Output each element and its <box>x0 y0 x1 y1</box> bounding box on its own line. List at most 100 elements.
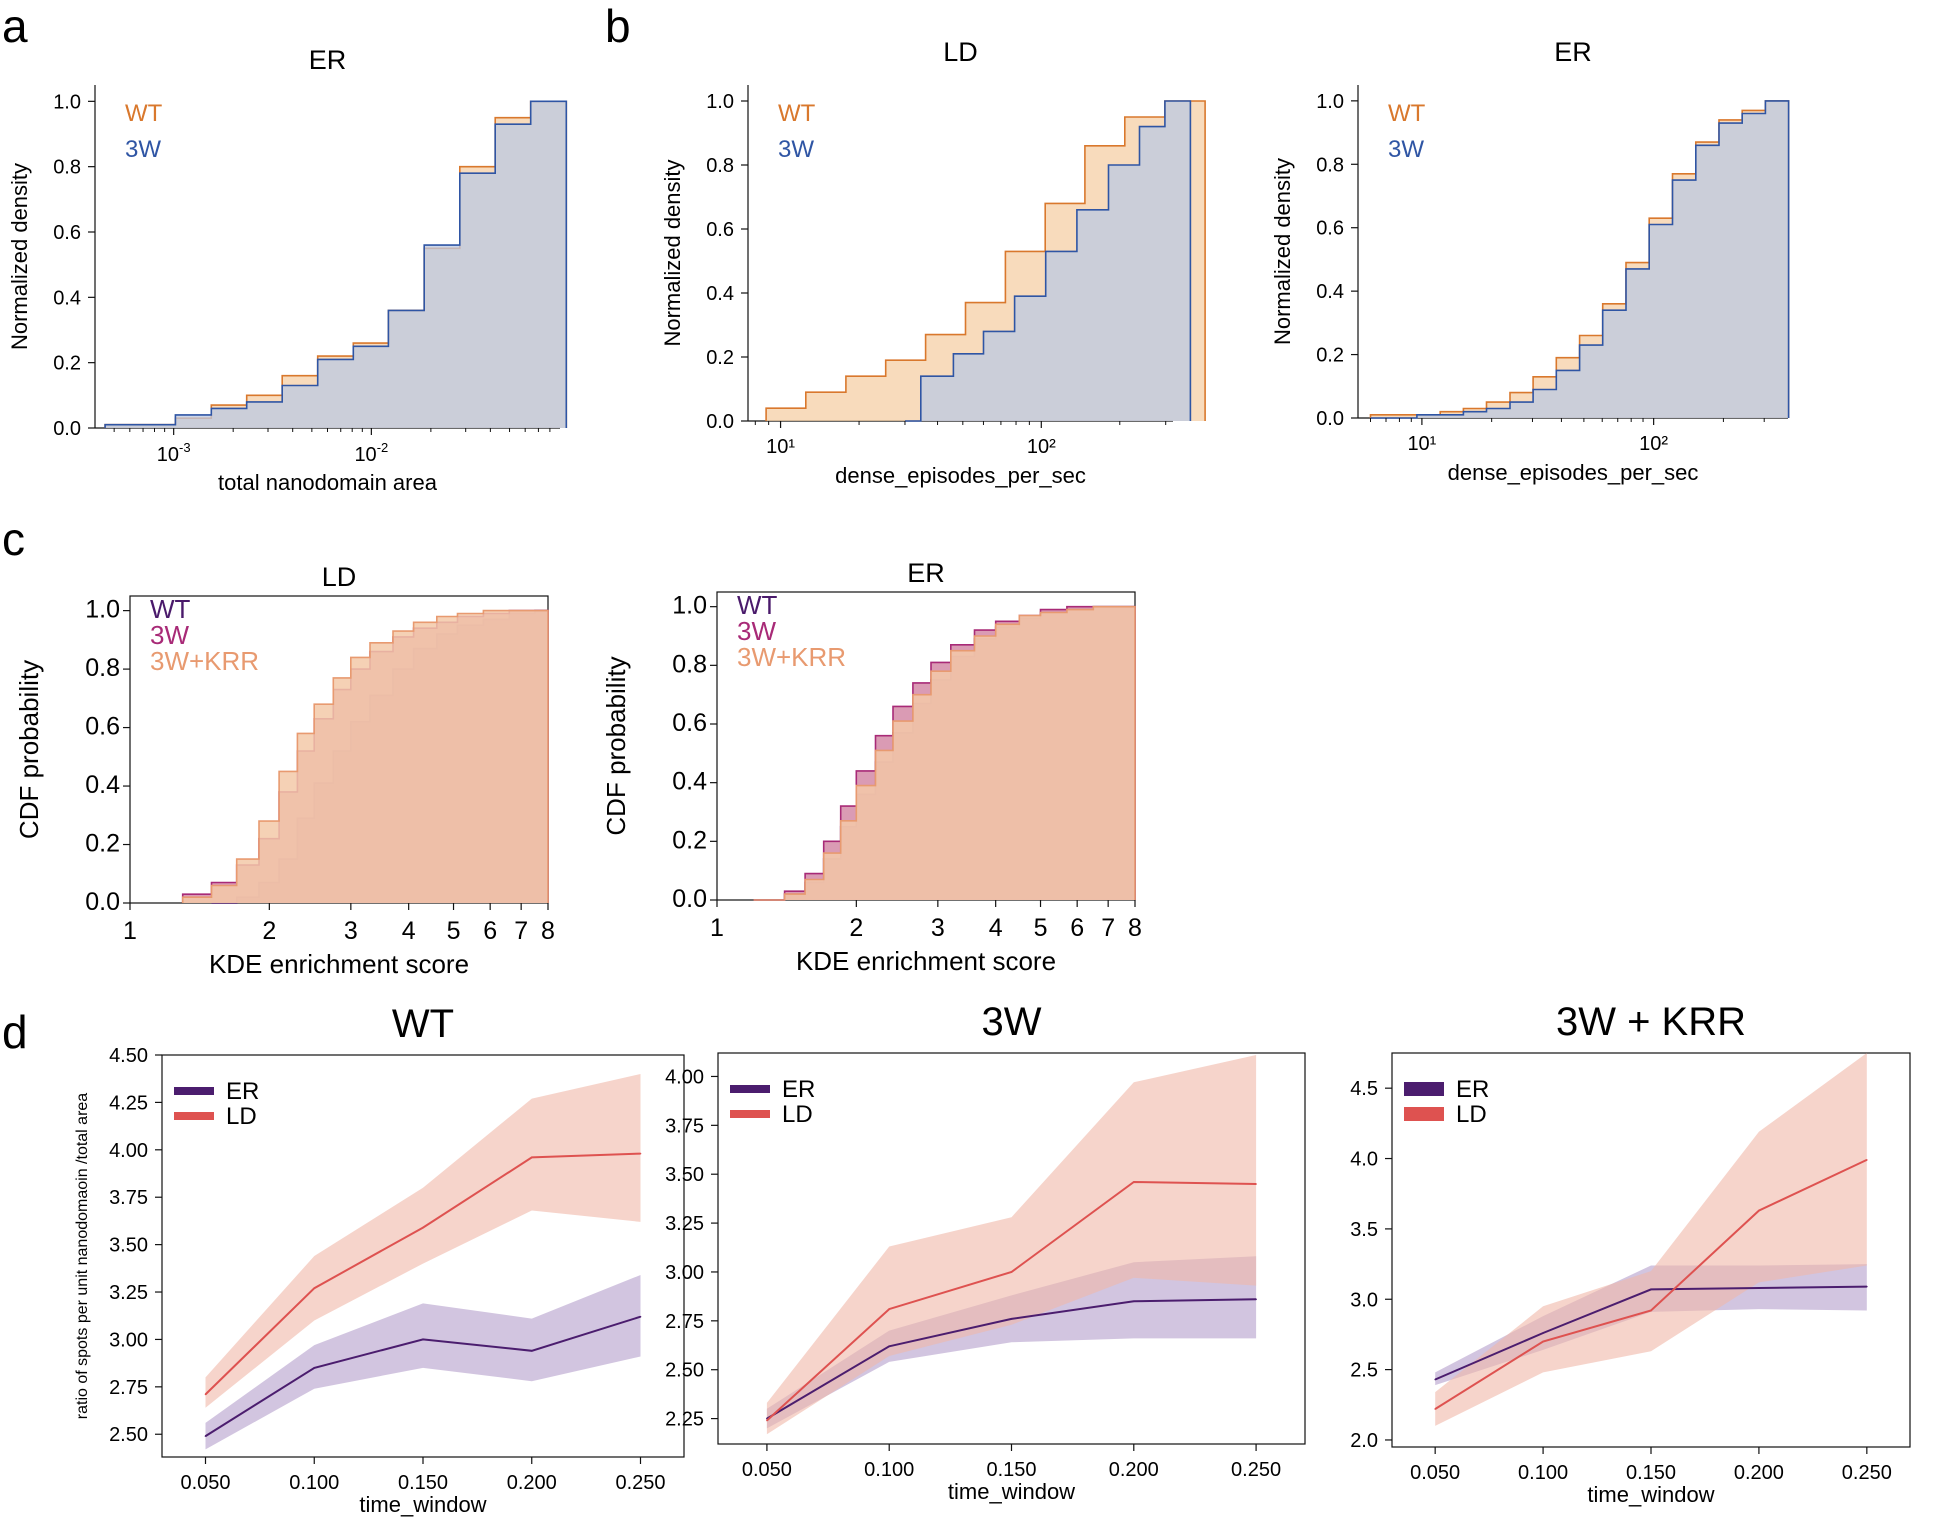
data-point-LD <box>531 1156 533 1159</box>
chart-title: ER <box>1554 37 1592 67</box>
chart-c-right: 1 2 3 4 5 6 7 8 0.0 0.2 0.4 0.6 0.8 1.0 ER KDE enrichme… <box>601 558 1142 976</box>
chart-title: WT <box>392 1002 454 1046</box>
data-point-LD <box>1542 1340 1544 1343</box>
data-point-ER <box>1542 1332 1544 1334</box>
y-tick-label: 0.6 <box>85 713 120 741</box>
y-tick-label: 0.0 <box>85 888 120 916</box>
confidence-band-LD <box>766 1055 1257 1435</box>
x-tick-label: 10¹ <box>766 436 795 458</box>
panel-letter-c: c <box>2 513 25 565</box>
y-tick-label: 0.2 <box>85 830 120 858</box>
x-tick-label: 1 <box>123 917 137 945</box>
chart-title: LD <box>322 562 357 592</box>
legend-label-ER: ER <box>782 1076 815 1103</box>
data-point-LD <box>1010 1271 1013 1273</box>
legend-label-3W: 3W <box>778 136 814 163</box>
x-tick-label: 0.200 <box>507 1472 557 1494</box>
data-point-LD <box>888 1308 890 1310</box>
x-axis-label: time_window <box>1587 1482 1714 1507</box>
data-point-ER <box>1650 1288 1652 1291</box>
legend-label-3W: 3W <box>125 136 161 163</box>
series-step-line-WT <box>765 100 1206 421</box>
y-tick-label: 0.8 <box>1316 154 1344 176</box>
y-tick-label: 0.4 <box>85 771 120 799</box>
y-tick-label: 1.0 <box>85 596 120 624</box>
charts-container: 10-3 10-2 0.0 0.2 0.4 0.6 0.8 1.0 ER total nanodo… <box>7 37 1911 1517</box>
y-tick-label: 1.0 <box>1316 91 1344 113</box>
y-tick-label: 3.75 <box>109 1187 148 1209</box>
legend-swatch-LD <box>730 1110 770 1118</box>
legend-swatch-LD <box>1404 1107 1444 1121</box>
y-axis-label: CDF probability <box>601 656 631 835</box>
y-tick-label: 0.6 <box>706 219 734 241</box>
series-area-3W+KRR <box>753 606 1135 900</box>
chart-title: ER <box>309 45 347 75</box>
data-point-LD <box>766 1419 768 1422</box>
x-tick-label: 0.050 <box>180 1472 230 1494</box>
y-tick-label: 0.2 <box>672 826 707 854</box>
y-tick-label: 0.8 <box>85 654 120 682</box>
chart-title: LD <box>943 37 978 67</box>
x-tick-label: 2 <box>262 917 276 945</box>
chart-b-right: 10¹ 10² 0.0 0.2 0.4 0.6 0.8 1.0 ER dense_episodes… <box>1270 37 1790 485</box>
x-tick-label: 0.150 <box>986 1459 1036 1481</box>
data-point-ER <box>888 1345 890 1348</box>
y-tick-label: 0.4 <box>672 768 707 796</box>
data-point-ER <box>1010 1318 1013 1320</box>
x-tick-label: 10² <box>1639 433 1668 455</box>
y-tick-label: 0.8 <box>706 155 734 177</box>
series-area-3W <box>905 101 1191 421</box>
x-tick-label: 5 <box>1034 914 1048 942</box>
y-tick-label: 3.75 <box>665 1115 704 1137</box>
y-tick-label: 0.4 <box>1316 281 1344 303</box>
y-tick-label: 4.50 <box>109 1045 148 1067</box>
x-tick-label: 8 <box>541 917 555 945</box>
x-tick-label: 0.200 <box>1109 1459 1159 1481</box>
panel-letter-a: a <box>2 0 28 52</box>
legend-label-3W+KRR: 3W+KRR <box>150 646 259 676</box>
data-point-LD <box>1758 1209 1760 1212</box>
x-tick-label: 10¹ <box>1407 433 1436 455</box>
y-tick-label: 0.0 <box>672 885 707 913</box>
chart-title: ER <box>907 558 945 588</box>
legend-label-3W+KRR: 3W+KRR <box>737 642 846 672</box>
y-tick-label: 4.5 <box>1350 1078 1378 1100</box>
x-tick-label: 0.100 <box>1518 1462 1568 1484</box>
y-tick-label: 0.8 <box>672 650 707 678</box>
x-tick-label: 10-2 <box>354 440 388 466</box>
x-axis-label: KDE enrichment score <box>209 949 469 979</box>
legend-label-WT: WT <box>778 100 816 127</box>
y-tick-label: 1.0 <box>672 592 707 620</box>
x-axis-label: time_window <box>359 1492 486 1517</box>
x-tick-label: 0.250 <box>1231 1459 1281 1481</box>
x-tick-label: 5 <box>447 917 461 945</box>
y-tick-label: 1.0 <box>53 91 81 113</box>
y-tick-label: 0.8 <box>53 157 81 179</box>
y-tick-label: 2.75 <box>109 1377 148 1399</box>
data-point-ER <box>313 1367 316 1369</box>
data-point-ER <box>1133 1300 1135 1303</box>
data-point-LD <box>1434 1408 1436 1410</box>
y-tick-label: 2.75 <box>665 1311 704 1333</box>
data-point-ER <box>422 1338 424 1341</box>
x-tick-label: 0.250 <box>615 1472 665 1494</box>
y-tick-label: 2.5 <box>1350 1360 1378 1382</box>
series-step-line-WT <box>1369 100 1790 418</box>
data-point-LD <box>313 1287 316 1289</box>
data-point-ER <box>1758 1287 1760 1289</box>
y-axis-label: Normalized density <box>660 159 685 346</box>
y-tick-label: 3.25 <box>109 1282 148 1304</box>
x-tick-label: 0.200 <box>1734 1462 1784 1484</box>
data-point-LD <box>422 1226 424 1229</box>
legend-label-3W: 3W <box>1388 136 1424 163</box>
y-tick-label: 0.2 <box>53 353 81 375</box>
x-axis-label: total nanodomain area <box>218 470 438 495</box>
y-tick-label: 4.00 <box>665 1066 704 1088</box>
series-step-line-3W+KRR <box>753 605 1136 901</box>
data-point-ER <box>1434 1378 1436 1381</box>
x-axis-label: time_window <box>948 1479 1075 1504</box>
legend-swatch-LD <box>174 1112 214 1120</box>
y-tick-label: 2.50 <box>109 1424 148 1446</box>
data-point-ER <box>1866 1285 1868 1288</box>
